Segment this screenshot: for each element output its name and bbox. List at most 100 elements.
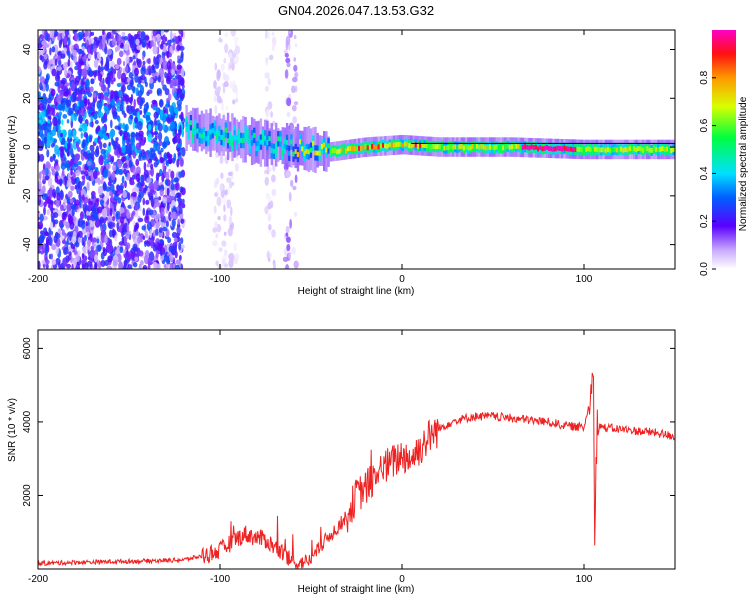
noise-cell: [63, 198, 68, 204]
ridge-core: [327, 143, 330, 149]
noise-cell: [46, 139, 51, 147]
noise-cell: [70, 243, 76, 250]
ridge-core: [185, 121, 188, 127]
noise-cell: [71, 207, 75, 217]
ridge-core: [368, 144, 372, 150]
noise-cell: [101, 126, 106, 135]
noise-cell: [113, 77, 116, 82]
noise-cell: [130, 198, 134, 208]
noise-cell: [176, 64, 182, 70]
noise-cell: [130, 264, 133, 269]
noise-cell: [219, 184, 224, 192]
noise-cell: [121, 31, 126, 37]
noise-cell: [131, 142, 136, 151]
noise-cell: [79, 60, 84, 66]
noise-cell: [70, 204, 76, 210]
noise-cell: [161, 246, 165, 256]
noise-cell: [226, 199, 232, 209]
noise-cell: [220, 63, 225, 71]
noise-cell: [59, 178, 63, 187]
noise-cell: [129, 180, 135, 186]
noise-cell: [224, 32, 228, 38]
noise-cell: [177, 218, 181, 225]
ridge-core: [462, 145, 466, 151]
ridge-core: [301, 146, 304, 152]
ridge-core: [489, 144, 492, 150]
noise-cell: [285, 57, 291, 64]
noise-cell: [103, 169, 109, 179]
noise-cell: [64, 157, 67, 162]
noise-cell: [170, 196, 175, 201]
colorbar-tick-label: 0.6: [699, 118, 710, 132]
noise-cell: [156, 33, 161, 39]
noise-cell: [114, 125, 120, 130]
noise-cell: [154, 76, 158, 81]
colorbar-tick-label: 0.4: [699, 166, 710, 180]
noise-cell: [51, 142, 54, 148]
noise-cell: [176, 197, 183, 202]
ridge-core: [591, 147, 594, 153]
ridge-core: [510, 144, 514, 150]
noise-cell: [85, 221, 89, 227]
noise-cell: [157, 150, 162, 155]
ridge-core: [430, 144, 433, 150]
ridge-core: [491, 145, 494, 150]
ridge-core: [530, 144, 533, 150]
noise-cell: [60, 162, 67, 170]
ridge-core: [633, 146, 636, 152]
noise-cell: [123, 253, 129, 259]
noise-cell: [213, 96, 218, 103]
noise-cell: [106, 265, 112, 269]
noise-cell: [267, 31, 271, 40]
ridge-core: [545, 144, 549, 150]
noise-cell: [73, 258, 77, 267]
ridge-core: [517, 144, 520, 149]
ridge-core: [355, 146, 359, 152]
noise-cell: [269, 200, 274, 209]
noise-cell: [41, 169, 47, 175]
noise-cell: [58, 39, 62, 49]
ridge-core: [189, 120, 193, 126]
noise-cell: [89, 86, 94, 93]
noise-cell: [216, 95, 222, 104]
noise-cell: [105, 186, 111, 192]
noise-cell: [174, 108, 179, 114]
noise-cell: [96, 206, 103, 214]
noise-cell: [47, 177, 53, 187]
noise-cell: [103, 181, 107, 191]
noise-cell: [293, 260, 299, 269]
ridge-core: [237, 133, 241, 139]
ridge-core: [537, 146, 540, 152]
noise-cell: [165, 229, 170, 238]
noise-cell: [100, 260, 106, 267]
noise-cell: [108, 71, 114, 81]
noise-cell: [75, 253, 80, 262]
noise-cell: [107, 152, 111, 162]
ridge-core: [624, 147, 627, 152]
noise-cell: [64, 232, 67, 239]
ridge-core: [598, 147, 601, 153]
ridge-core: [637, 146, 640, 151]
noise-cell: [104, 46, 108, 55]
noise-cell: [87, 53, 92, 60]
ridge-core: [344, 148, 348, 154]
noise-cell: [153, 131, 159, 136]
noise-cell: [271, 174, 276, 183]
noise-cell: [73, 32, 79, 42]
ridge-core: [447, 145, 450, 150]
ridge-core: [641, 147, 645, 153]
noise-cell: [153, 111, 159, 119]
noise-cell: [146, 221, 152, 232]
noise-cell: [268, 224, 272, 231]
noise-cell: [86, 181, 90, 191]
noise-cell: [162, 161, 166, 171]
ridge-core: [397, 142, 400, 147]
noise-cell: [165, 171, 170, 181]
noise-cell: [50, 88, 56, 97]
noise-cell: [117, 70, 122, 80]
noise-cell: [61, 97, 68, 103]
noise-cell: [104, 234, 108, 244]
ridge-core: [469, 145, 472, 151]
noise-cell: [150, 239, 154, 249]
noise-cell: [81, 228, 87, 235]
